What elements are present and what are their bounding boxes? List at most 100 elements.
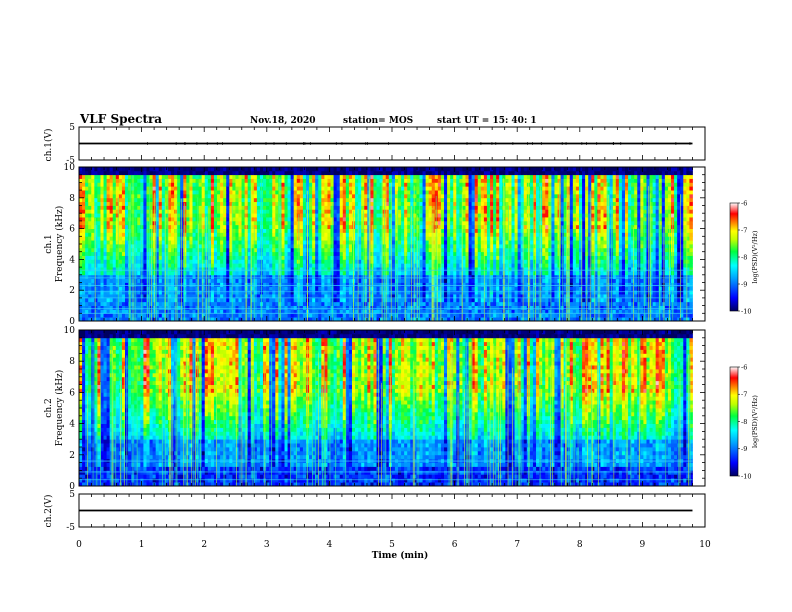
spectrogram-cell bbox=[419, 182, 423, 187]
spectrogram-cell bbox=[79, 244, 83, 249]
spectrogram-cell bbox=[425, 263, 430, 268]
spectrogram-cell bbox=[229, 205, 233, 210]
spectrogram-cell bbox=[327, 213, 331, 218]
spectrogram-cell bbox=[447, 197, 451, 203]
spectrogram-cell bbox=[167, 174, 172, 179]
spectrogram-cell bbox=[437, 244, 442, 249]
spectrogram-cell bbox=[370, 255, 374, 260]
spectrogram-cell bbox=[348, 251, 353, 256]
spectrogram-cell bbox=[373, 213, 377, 218]
spectrogram-cell bbox=[223, 205, 227, 210]
spectrogram-cell bbox=[161, 178, 166, 183]
spectrogram-cell bbox=[161, 251, 166, 256]
spectrogram-cell bbox=[275, 228, 279, 233]
spectrogram-cell bbox=[269, 174, 273, 179]
spectrogram-cell bbox=[425, 232, 430, 237]
spectrogram-cell bbox=[318, 244, 322, 249]
spectrogram-cell bbox=[376, 270, 381, 276]
spectrogram-cell bbox=[177, 224, 181, 229]
spectrogram-cell bbox=[315, 205, 319, 210]
spectrogram-cell bbox=[290, 255, 295, 260]
spectrogram-cell bbox=[103, 186, 108, 191]
spectrogram-cell bbox=[321, 255, 325, 260]
spectrogram-cell bbox=[91, 305, 95, 310]
spectrogram-cell bbox=[256, 251, 261, 256]
spectrogram-cell bbox=[281, 167, 285, 172]
spectrogram-cell bbox=[229, 190, 233, 195]
spectrogram-cell bbox=[275, 220, 279, 226]
spectrogram-cell bbox=[373, 259, 377, 264]
spectrogram-cell bbox=[195, 209, 200, 214]
spectrogram-cell bbox=[284, 209, 288, 214]
spectrogram-cell bbox=[419, 240, 423, 245]
spectrogram-cell bbox=[385, 270, 390, 276]
spectrogram-cell bbox=[318, 286, 322, 291]
spectrogram-cell bbox=[115, 263, 120, 268]
spectrogram-cell bbox=[302, 190, 307, 195]
spectrogram-cell bbox=[440, 167, 445, 172]
spectrogram-cell bbox=[373, 217, 377, 222]
spectrogram-cell bbox=[422, 255, 427, 260]
spectrogram-cell bbox=[376, 259, 381, 264]
spectrogram-cell bbox=[213, 170, 218, 176]
spectrogram-cell bbox=[186, 297, 190, 303]
spectrogram-cell bbox=[447, 274, 451, 280]
spectrogram-cell bbox=[183, 301, 187, 306]
spectrogram-cell bbox=[385, 201, 390, 206]
spectrogram-cell bbox=[167, 290, 172, 295]
spectrogram-cell bbox=[444, 220, 448, 226]
spectrogram-cell bbox=[232, 305, 236, 310]
spectrogram-cell bbox=[238, 270, 242, 276]
spectrogram-cell bbox=[410, 259, 414, 264]
spectrogram-cell bbox=[431, 313, 436, 318]
spectrogram-cell bbox=[293, 201, 298, 206]
spectrogram-cell bbox=[180, 232, 184, 237]
spectrogram-cell bbox=[155, 267, 160, 272]
spectrogram-cell bbox=[253, 205, 258, 210]
spectrogram-cell bbox=[232, 286, 236, 291]
spectrogram-cell bbox=[391, 274, 396, 280]
spectrogram-cell bbox=[161, 232, 166, 237]
spectrogram-cell bbox=[137, 244, 141, 249]
spectrogram-cell bbox=[339, 170, 344, 176]
spectrogram-cell bbox=[241, 274, 246, 280]
spectrogram-cell bbox=[106, 294, 111, 299]
spectrogram-cell bbox=[434, 197, 439, 203]
spectrogram-cell bbox=[198, 167, 203, 172]
spectrogram-cell bbox=[223, 309, 227, 314]
spectrogram-cell bbox=[146, 270, 150, 276]
spectrogram-cell bbox=[186, 282, 190, 287]
spectrogram-cell bbox=[447, 294, 451, 299]
spectrogram-cell bbox=[434, 224, 439, 229]
spectrogram-cell bbox=[398, 240, 402, 245]
spectrogram-cell bbox=[229, 224, 233, 229]
spectrogram-cell bbox=[171, 282, 175, 287]
spectrogram-cell bbox=[370, 201, 374, 206]
spectrogram-cell bbox=[253, 167, 258, 172]
spectrogram-cell bbox=[428, 217, 433, 222]
spectrogram-cell bbox=[161, 174, 166, 179]
spectrogram-cell bbox=[112, 282, 117, 287]
spectrogram-cell bbox=[167, 317, 172, 322]
spectrogram-cell bbox=[388, 255, 393, 260]
spectrogram-cell bbox=[177, 186, 181, 191]
spectrogram-cell bbox=[394, 190, 399, 195]
spectrogram-cell bbox=[161, 305, 166, 310]
spectrogram-cell bbox=[106, 193, 111, 199]
spectrogram-cell bbox=[158, 282, 163, 287]
spectrogram-cell bbox=[401, 244, 405, 249]
spectrogram-cell bbox=[302, 305, 307, 310]
spectrogram-cell bbox=[220, 270, 224, 276]
spectrogram-cell bbox=[137, 240, 141, 245]
spectrogram-cell bbox=[82, 236, 86, 241]
spectrogram-cell bbox=[82, 305, 86, 310]
spectrogram-cell bbox=[275, 282, 279, 287]
spectrogram-cell bbox=[315, 174, 319, 179]
spectrogram-cell bbox=[143, 297, 147, 303]
spectrogram-cell bbox=[164, 294, 169, 299]
spectrogram-cell bbox=[398, 270, 402, 276]
spectrogram-cell bbox=[247, 251, 252, 256]
spectrogram-cell bbox=[115, 267, 120, 272]
spectrogram-cell bbox=[266, 267, 270, 272]
spectrogram-cell bbox=[207, 255, 212, 260]
